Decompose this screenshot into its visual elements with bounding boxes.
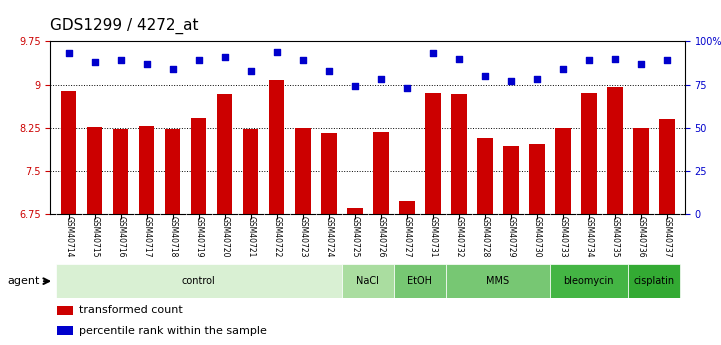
Point: [557, 66, 568, 72]
Point: [141, 61, 152, 67]
Bar: [87, 127, 102, 345]
FancyBboxPatch shape: [446, 264, 549, 298]
Text: GSM40735: GSM40735: [610, 216, 619, 258]
Point: [349, 83, 360, 89]
Text: GSM40720: GSM40720: [220, 216, 229, 258]
Text: MMS: MMS: [486, 276, 509, 286]
Point: [479, 73, 490, 79]
Text: GSM40716: GSM40716: [116, 216, 125, 258]
Text: transformed count: transformed count: [79, 305, 182, 315]
Text: NaCl: NaCl: [356, 276, 379, 286]
Text: GSM40732: GSM40732: [454, 216, 463, 258]
Bar: [373, 132, 389, 345]
Point: [115, 58, 126, 63]
Point: [375, 77, 386, 82]
Bar: [607, 87, 622, 345]
Bar: [451, 94, 466, 345]
Text: GSM40722: GSM40722: [273, 216, 281, 258]
Text: GSM40715: GSM40715: [90, 216, 99, 258]
Bar: [61, 91, 76, 345]
Bar: [295, 128, 311, 345]
Point: [427, 51, 438, 56]
Bar: [269, 80, 285, 345]
Bar: [347, 208, 363, 345]
Text: GSM40726: GSM40726: [376, 216, 385, 258]
Bar: [57, 326, 73, 335]
FancyBboxPatch shape: [394, 264, 446, 298]
Point: [89, 59, 100, 65]
Point: [453, 56, 464, 61]
Text: GSM40714: GSM40714: [64, 216, 73, 258]
Text: GSM40734: GSM40734: [584, 216, 593, 258]
FancyBboxPatch shape: [56, 264, 342, 298]
Point: [167, 66, 179, 72]
Point: [401, 85, 412, 91]
Text: GSM40727: GSM40727: [402, 216, 411, 258]
Text: GSM40724: GSM40724: [324, 216, 333, 258]
Bar: [243, 129, 259, 345]
Text: GSM40723: GSM40723: [298, 216, 307, 258]
Text: GSM40729: GSM40729: [506, 216, 516, 258]
Text: agent: agent: [7, 276, 40, 286]
Point: [661, 58, 673, 63]
Bar: [321, 134, 337, 345]
Text: GSM40736: GSM40736: [636, 216, 645, 258]
Point: [531, 77, 542, 82]
Bar: [633, 128, 649, 345]
Text: GSM40721: GSM40721: [246, 216, 255, 258]
Point: [193, 58, 205, 63]
Point: [297, 58, 309, 63]
Text: bleomycin: bleomycin: [564, 276, 614, 286]
Text: GSM40733: GSM40733: [558, 216, 567, 258]
Text: GSM40719: GSM40719: [194, 216, 203, 258]
Bar: [581, 93, 596, 345]
Text: GSM40728: GSM40728: [480, 216, 490, 258]
Bar: [503, 146, 518, 345]
Bar: [529, 144, 544, 345]
Text: cisplatin: cisplatin: [633, 276, 674, 286]
Text: GSM40717: GSM40717: [142, 216, 151, 258]
Bar: [165, 129, 180, 345]
Text: GSM40718: GSM40718: [168, 216, 177, 258]
Point: [245, 68, 257, 73]
Text: percentile rank within the sample: percentile rank within the sample: [79, 326, 267, 336]
Bar: [659, 119, 675, 345]
Bar: [191, 118, 206, 345]
Bar: [399, 201, 415, 345]
Text: GSM40725: GSM40725: [350, 216, 359, 258]
Point: [609, 56, 621, 61]
Text: EtOH: EtOH: [407, 276, 432, 286]
Point: [323, 68, 335, 73]
Text: GSM40737: GSM40737: [663, 216, 671, 258]
Bar: [217, 94, 232, 345]
FancyBboxPatch shape: [628, 264, 680, 298]
Point: [635, 61, 647, 67]
Point: [271, 49, 283, 55]
Text: GDS1299 / 4272_at: GDS1299 / 4272_at: [50, 18, 199, 34]
Point: [583, 58, 595, 63]
FancyBboxPatch shape: [549, 264, 628, 298]
Bar: [477, 138, 492, 345]
Point: [505, 78, 516, 84]
Point: [219, 54, 231, 60]
Bar: [139, 126, 154, 345]
Point: [63, 51, 74, 56]
Bar: [555, 128, 570, 345]
Bar: [113, 129, 128, 345]
Text: GSM40730: GSM40730: [532, 216, 541, 258]
Bar: [425, 93, 441, 345]
Text: GSM40731: GSM40731: [428, 216, 437, 258]
Bar: [57, 306, 73, 315]
FancyBboxPatch shape: [342, 264, 394, 298]
Text: control: control: [182, 276, 216, 286]
